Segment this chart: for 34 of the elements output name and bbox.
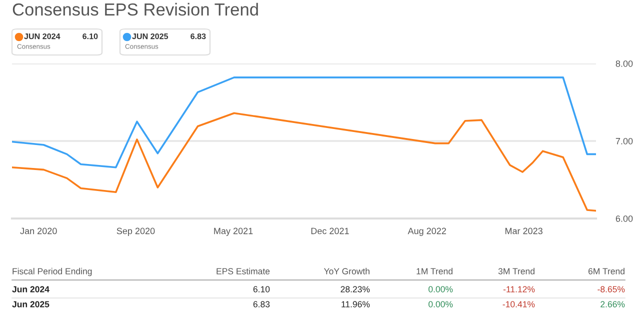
text: 0.00% [428,301,453,308]
text: EPS Estimate [216,268,270,274]
text: 6.83 [190,33,206,40]
text: 1M Trend [416,268,452,274]
y-tick-label: 6.00 [616,215,633,222]
y-tick-label: 8.00 [616,60,633,67]
x-tick-label: Sep 2020 [116,228,155,236]
text: -11.12% [503,286,535,292]
text: -8.65% [598,286,625,292]
text: Fiscal Period Ending [12,268,92,276]
x-tick-label: Aug 2022 [408,228,446,236]
text: -10.41% [502,301,535,308]
line-series [12,112,596,212]
chart-title: Consensus EPS Revision Trend [12,2,258,16]
x-tick-label: Jan 2020 [20,228,57,234]
text: 6M Trend [588,268,624,274]
legend-label: JUN 2025 [132,33,168,40]
text: 6.83 [253,301,270,308]
y-tick-label: 7.00 [616,138,633,144]
x-tick-label: May 2021 [214,228,253,236]
text: 6.10 [253,286,270,292]
text: YoY Growth [324,268,370,274]
text: 28.23% [340,286,370,292]
text: 11.96% [342,301,370,308]
legend-label: JUN 2024 [24,33,60,40]
text: 6.10 [82,33,98,40]
text: 2.66% [600,301,625,308]
x-tick-label: Dec 2021 [311,228,349,234]
text: 0.00% [428,286,453,292]
text: Jun 2024 [12,286,50,292]
text: Jun 2025 [12,301,50,308]
line-series [12,76,596,168]
text: 3M Trend [498,268,534,274]
x-tick-label: Mar 2023 [505,228,542,234]
